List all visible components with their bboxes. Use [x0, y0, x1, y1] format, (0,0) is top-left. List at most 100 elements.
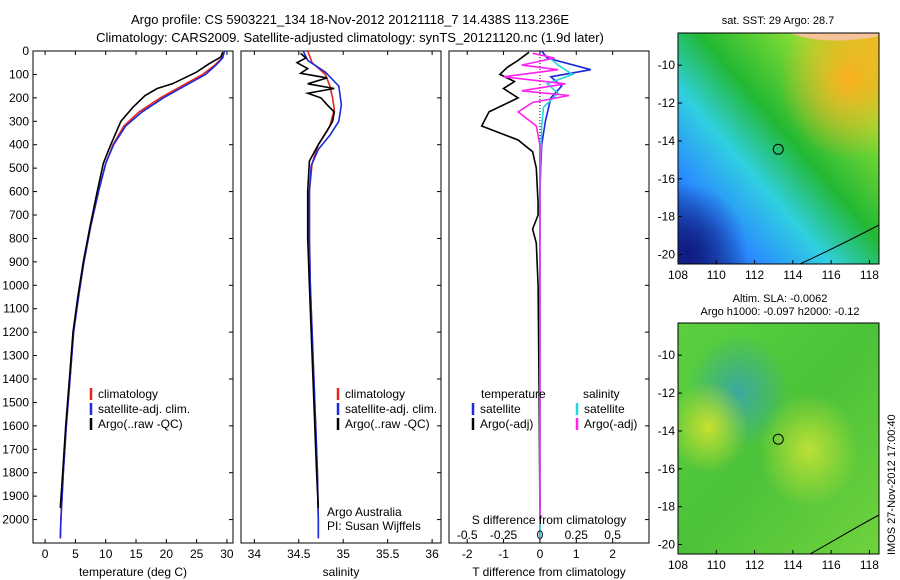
depth-tick-label: 100	[9, 67, 29, 81]
legend-label: Argo(-adj)	[480, 417, 533, 431]
salinity-xtick-label: 34	[248, 547, 262, 561]
salinity-diff-tick-label: 0	[537, 528, 544, 542]
sst-coastline	[799, 224, 880, 265]
temperature-xtick-label: 10	[99, 547, 113, 561]
sst-argo-location-marker	[772, 143, 784, 155]
depth-tick-label: 1000	[2, 278, 29, 292]
map-xtick-label: 108	[668, 268, 688, 282]
map-xtick-label: 118	[860, 268, 879, 282]
map-ytick-label: -10	[658, 348, 676, 362]
panel-annotation: Argo Australia	[327, 505, 402, 519]
depth-tick-label: 500	[9, 161, 29, 175]
depth-tick-label: 1800	[2, 466, 29, 480]
map-xtick-label: 110	[707, 558, 726, 572]
depth-tick-label: 300	[9, 114, 29, 128]
map-xtick-label: 114	[783, 558, 802, 572]
depth-tick-label: 0	[22, 44, 29, 58]
legend-label: satellite	[480, 402, 521, 416]
difference-xtick-label: 1	[573, 547, 580, 561]
figure-title-line1: Argo profile: CS 5903221_134 18-Nov-2012…	[131, 12, 569, 27]
legend-label: satellite-adj. clim.	[98, 402, 190, 416]
sla-map-axes: 108 110 112 114 116 118 -10 -12 -14 -16 -18 -20	[658, 348, 880, 572]
map-ytick-label: -16	[658, 462, 676, 476]
map-ytick-label: -20	[658, 538, 676, 552]
difference-xtick-label: -1	[498, 547, 509, 561]
sla-map-subtitle: Argo h1000: -0.097 h2000: -0.12	[700, 306, 859, 318]
salinity-plot-frame	[240, 50, 442, 544]
salinity-diff-tick-label: 0.5	[604, 528, 621, 542]
depth-tick-label: 1100	[3, 302, 29, 316]
depth-tick-label: 1500	[2, 395, 29, 409]
temperature-series-argo	[59, 51, 224, 508]
salinity-diff-tick-label: -0.25	[490, 528, 518, 542]
legend-header-temperature: temperature	[481, 387, 546, 401]
map-xtick-label: 110	[707, 268, 726, 282]
temperature-series-satellite-adj-clim-	[59, 50, 226, 539]
legend-label: satellite-adj. clim.	[345, 402, 437, 416]
map-ytick-label: -18	[658, 500, 676, 514]
depth-tick-label: 200	[9, 91, 29, 105]
difference-panel: -2 -1 0 1 2 T difference from climatology temp…	[448, 50, 650, 579]
temperature-xlabel: temperature (deg C)	[79, 565, 187, 579]
salinity-series-satellite-adj-clim-	[302, 50, 343, 539]
map-ytick-label: -12	[658, 386, 676, 400]
sst-land-north	[790, 33, 879, 41]
map-ytick-label: -14	[658, 424, 676, 438]
map-ytick-label: -18	[658, 210, 676, 224]
map-xtick-label: 112	[745, 268, 764, 282]
map-ytick-label: -14	[658, 134, 676, 148]
salinity-xtick-label: 35.5	[376, 547, 400, 561]
difference-xtick-label: 2	[609, 547, 616, 561]
legend-label: climatology	[98, 387, 158, 401]
sst-map-frame	[677, 32, 880, 265]
legend-label: satellite	[584, 402, 625, 416]
panel-annotation: PI: Susan Wijffels	[327, 519, 421, 533]
temperature-xtick-label: 5	[72, 547, 79, 561]
depth-tick-label: 1600	[2, 419, 29, 433]
sla-coastline	[809, 514, 880, 555]
map-xtick-label: 116	[822, 268, 841, 282]
sla-high-region-east	[678, 323, 879, 554]
depth-tick-label: 400	[9, 138, 29, 152]
sst-map-panel: sat. SST: 29 Argo: 28.7 108 110 112 114 116 1…	[658, 15, 880, 282]
difference-xlabel: T difference from climatology	[472, 565, 626, 579]
depth-tick-label: 600	[9, 185, 29, 199]
map-xtick-label: 112	[745, 558, 764, 572]
map-xtick-label: 114	[783, 268, 802, 282]
sla-map-frame	[677, 322, 880, 555]
figure-title-line2: Climatology: CARS2009. Satellite-adjuste…	[96, 30, 604, 45]
sst-cold-region	[678, 33, 879, 264]
map-ytick-label: -16	[658, 172, 676, 186]
temperature-xtick-label: 15	[129, 547, 143, 561]
depth-tick-label: 2000	[2, 513, 29, 527]
salinity-panel: 34 34.5 35 35.5 36 salinity climatologysatelli…	[240, 50, 442, 579]
salinity-xtick-label: 36	[425, 547, 439, 561]
depth-tick-label: 1200	[2, 325, 29, 339]
salinity-series-argo	[295, 52, 336, 508]
depth-tick-label: 700	[9, 208, 29, 222]
depth-tick-label: 1900	[2, 489, 29, 503]
sla-map-title: Altim. SLA: -0.0062	[733, 293, 828, 305]
sla-argo-location-marker	[772, 433, 784, 445]
temperature-xtick-label: 25	[190, 547, 204, 561]
temperature-xtick-label: 0	[42, 547, 49, 561]
difference-xlabel-salinity: S difference from climatology	[472, 513, 627, 527]
depth-tick-label: 1400	[2, 372, 29, 386]
legend-label: Argo(..raw -QC)	[98, 417, 183, 431]
map-xtick-label: 108	[668, 558, 688, 572]
salinity-xlabel: salinity	[323, 565, 360, 579]
difference-series-t-argo	[480, 51, 541, 508]
temperature-xtick-label: 20	[160, 547, 174, 561]
legend-label: climatology	[345, 387, 405, 401]
salinity-xtick-label: 35	[337, 547, 351, 561]
temperature-plot-frame	[32, 50, 234, 544]
temperature-panel: 0 5 10 15 20 25 300100200300400500600700800900…	[2, 44, 234, 579]
depth-tick-label: 1300	[2, 349, 29, 363]
temperature-series-climatology	[59, 50, 225, 539]
salinity-diff-tick-label: -0.5	[457, 528, 478, 542]
map-xtick-label: 118	[860, 558, 879, 572]
depth-tick-label: 1700	[2, 442, 29, 456]
sst-map-axes: 108 110 112 114 116 118 -10 -12 -14 -16 -18 -20	[658, 58, 880, 282]
map-ytick-label: -20	[658, 248, 676, 262]
